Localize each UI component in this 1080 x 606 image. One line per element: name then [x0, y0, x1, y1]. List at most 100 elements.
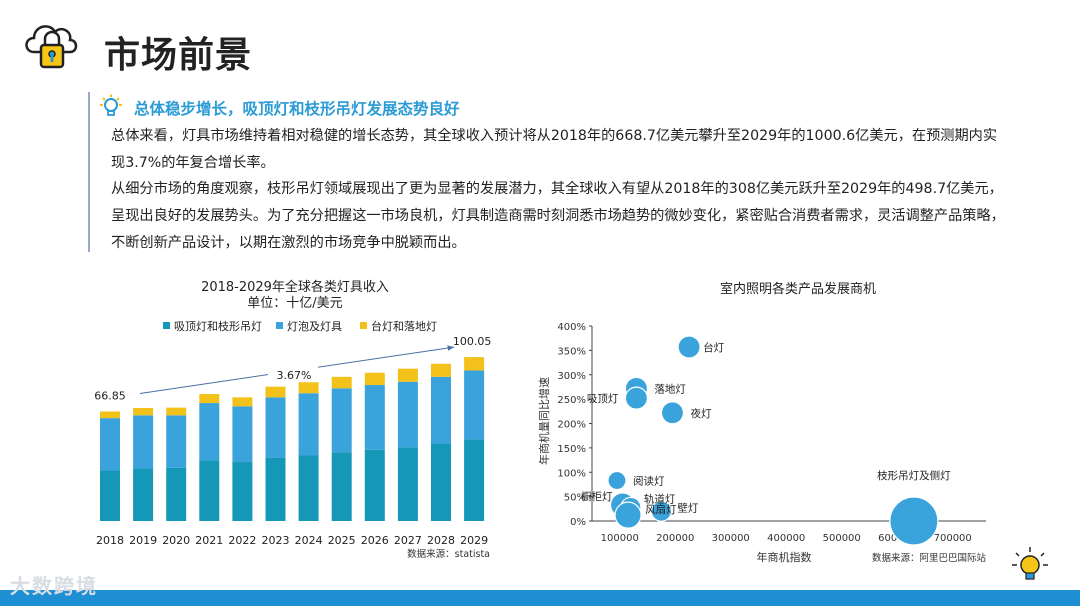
bar-x-tick: 2027	[394, 534, 422, 547]
bubble-label: 吸顶灯	[587, 393, 619, 405]
cloud-lock-icon	[25, 25, 78, 69]
bar-segment	[364, 372, 385, 386]
bar-segment	[166, 467, 187, 521]
bar-segment	[100, 470, 120, 521]
bar-x-tick: 2020	[162, 534, 190, 547]
bubble-y-tick: 200%	[557, 420, 586, 431]
bubble-label: 橱柜灯	[581, 490, 613, 503]
bubble-point	[677, 335, 701, 359]
bar-chart-source: 数据来源：statista	[407, 548, 490, 560]
bar-segment	[232, 462, 253, 521]
bar-segment	[331, 388, 352, 453]
bar-segment	[232, 406, 253, 463]
footer-bar	[0, 590, 1080, 606]
bubble-point	[889, 496, 939, 546]
bar-segment	[133, 415, 154, 469]
legend-swatch	[360, 322, 367, 329]
bubble-point	[614, 501, 642, 529]
bar-segment	[166, 407, 187, 416]
bar-segment	[265, 386, 286, 398]
bar-segment	[397, 368, 418, 382]
bubble-label: 台灯	[703, 341, 724, 354]
bubble-x-tick: 200000	[656, 533, 694, 544]
bar-segment	[166, 415, 187, 468]
bar-x-tick: 2022	[228, 534, 256, 547]
bubble-x-tick: 400000	[767, 533, 805, 544]
bubble-label: 枝形吊灯及侧灯	[877, 469, 951, 482]
bubble-y-tick: 250%	[557, 395, 586, 406]
bar-x-tick: 2024	[295, 534, 323, 547]
bubble-y-tick: 400%	[557, 322, 586, 333]
bubble-x-tick: 100000	[601, 533, 639, 544]
bar-x-tick: 2029	[460, 534, 488, 547]
lightbulb-icon	[100, 94, 122, 116]
bubble-y-tick: 0%	[570, 517, 586, 528]
bar-segment	[298, 455, 319, 521]
bar-segment	[265, 397, 286, 458]
bubble-x-tick: 300000	[712, 533, 750, 544]
bar-x-axis: 2018 2019 2020 2021 2022 2023 2024 2025 2026 2027…	[96, 534, 488, 547]
bar-segment	[298, 393, 319, 456]
bar-segment	[464, 357, 485, 371]
bar-segment	[100, 411, 120, 419]
bubble-label: 夜灯	[690, 407, 711, 420]
bar-series: 66.85 100.05 3.67%	[94, 335, 491, 521]
bubble-label: 风扇灯	[645, 503, 677, 516]
bubble-point	[624, 386, 648, 410]
bar-segment	[431, 376, 451, 445]
bubble-x-label: 年商机指数	[757, 550, 812, 564]
bar-segment	[133, 468, 154, 521]
bar-segment	[199, 394, 220, 404]
bubble-chart-source: 数据来源：阿里巴巴国际站	[872, 552, 987, 564]
legend-label: 台灯和落地灯	[371, 319, 437, 333]
bubble-y-label: 年商机量同比增速	[537, 377, 551, 465]
bar-segment	[265, 457, 286, 521]
bubble-axes: 0% 50% 100% 150% 200% 250% 300% 350% 400% 100000 2…	[557, 322, 986, 544]
bar-segment	[331, 452, 352, 521]
bar-x-tick: 2026	[361, 534, 389, 547]
bubble-chart-title: 室内照明各类产品发展商机	[720, 281, 876, 297]
bubble-x-tick: 500000	[823, 533, 861, 544]
brand-watermark: 大数跨境	[10, 574, 98, 598]
bar-chart-legend: 吸顶灯和枝形吊灯 灯泡及灯具 台灯和落地灯	[163, 319, 437, 333]
paragraph-segment: 从细分市场的角度观察，枝形吊灯领域展现出了更为显著的发展潜力，其全球收入有望从2…	[111, 181, 1005, 251]
bubble-label: 轨道灯	[644, 492, 676, 505]
bar-segment	[464, 370, 485, 440]
bar-segment	[464, 439, 485, 521]
paragraph-overview: 总体来看，灯具市场维持着相对稳健的增长态势，其全球收入预计将从2018年的668…	[111, 128, 998, 171]
growth-arrow-head	[447, 345, 455, 351]
bar-segment	[100, 418, 120, 471]
bubble-y-tick: 50%	[564, 493, 586, 504]
bar-segment	[232, 397, 253, 407]
bar-x-tick: 2019	[129, 534, 157, 547]
bubble-point	[660, 401, 685, 425]
bar-x-tick: 2023	[262, 534, 290, 547]
bar-chart-title: 2018-2029年全球各类灯具收入	[201, 279, 389, 295]
bar-x-tick: 2025	[328, 534, 356, 547]
bar-segment	[298, 382, 319, 394]
bubble-label: 落地灯	[654, 382, 686, 395]
bar-total-label-end: 100.05	[453, 335, 492, 348]
bubble-label: 壁灯	[677, 501, 698, 514]
bar-segment	[199, 403, 220, 461]
bubble-y-tick: 350%	[557, 346, 586, 357]
bar-segment	[397, 447, 418, 521]
bubble-point	[607, 470, 627, 491]
bubble-label: 阅读灯	[633, 475, 665, 488]
bar-segment	[331, 376, 352, 389]
bar-segment	[133, 407, 154, 416]
bar-segment	[397, 381, 418, 448]
bar-segment	[199, 460, 220, 521]
bar-segment	[431, 363, 451, 377]
legend-label: 灯泡及灯具	[287, 319, 342, 333]
legend-label: 吸顶灯和枝形吊灯	[174, 319, 262, 333]
growth-label-bg	[268, 366, 318, 382]
bar-total-label-start: 66.85	[94, 389, 126, 402]
bar-x-tick: 2028	[427, 534, 455, 547]
bubble-y-tick: 100%	[557, 468, 586, 479]
bubble-y-tick: 300%	[557, 371, 586, 382]
bar-x-tick: 2018	[96, 534, 124, 547]
page-title: 市场前景	[104, 35, 253, 76]
